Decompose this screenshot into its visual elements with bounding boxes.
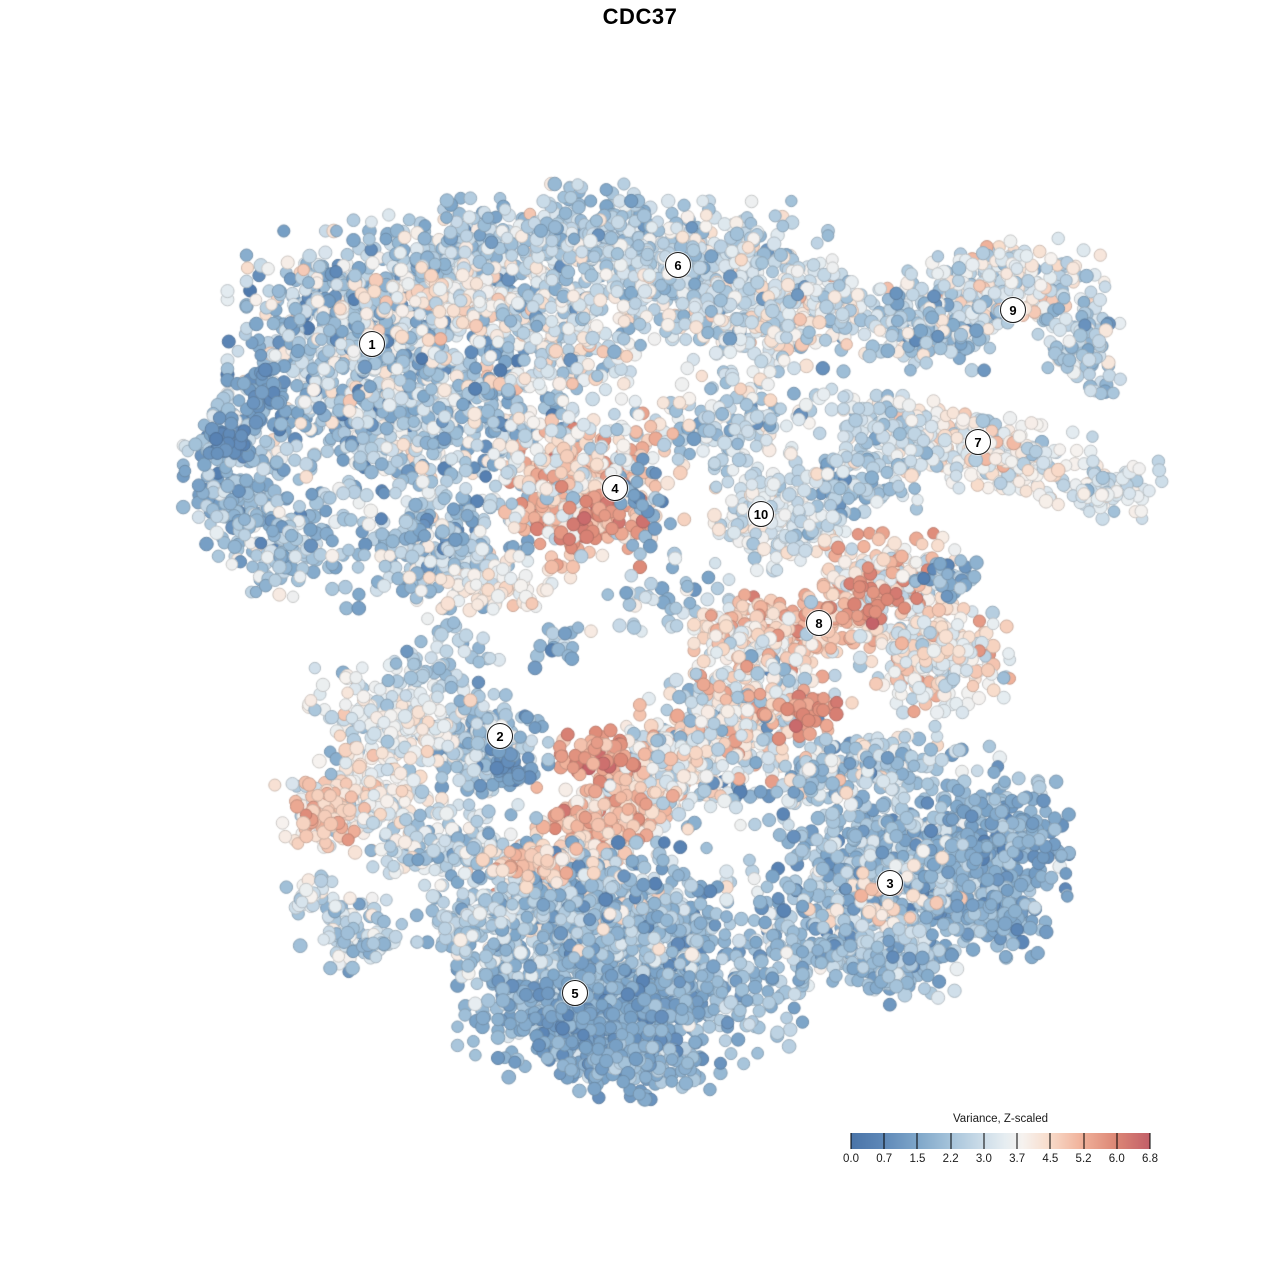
legend-tick-label: 6.0 — [1108, 1153, 1125, 1165]
cluster-label-1: 1 — [359, 331, 385, 357]
legend-tick-mark — [1116, 1133, 1118, 1149]
legend-tick-label: 2.2 — [942, 1153, 959, 1165]
legend-tick-mark — [883, 1133, 885, 1149]
legend-tick-mark — [1049, 1133, 1051, 1149]
legend-tick-label: 3.0 — [975, 1153, 992, 1165]
legend-tick-label: 0.0 — [843, 1153, 859, 1165]
cluster-label-10: 10 — [748, 501, 774, 527]
legend-tick-label: 6.8 — [1142, 1153, 1158, 1165]
legend-tick-label: 0.7 — [876, 1153, 893, 1165]
cluster-label-6: 6 — [665, 252, 691, 278]
legend-tick-mark — [1016, 1133, 1018, 1149]
legend-tick-mark — [983, 1133, 985, 1149]
cluster-label-5: 5 — [562, 980, 588, 1006]
legend-tick-label: 1.5 — [909, 1153, 926, 1165]
legend-title: Variance, Z-scaled — [952, 1113, 1049, 1125]
cluster-label-4: 4 — [602, 475, 628, 501]
legend-tick-mark — [1149, 1133, 1151, 1149]
legend-tick-label: 3.7 — [1009, 1153, 1026, 1165]
colorbar-gradient — [851, 1133, 1150, 1149]
legend-tick-mark — [1083, 1133, 1085, 1149]
colorbar-legend: Variance, Z-scaled 0.0 0.7 1.5 2.2 3.0 3.7 4.5… — [843, 1113, 1158, 1171]
cluster-label-8: 8 — [806, 610, 832, 636]
cluster-label-7: 7 — [965, 429, 991, 455]
legend-tick-mark — [950, 1133, 952, 1149]
legend-tick-label: 4.5 — [1042, 1153, 1059, 1165]
cluster-label-3: 3 — [877, 870, 903, 896]
cluster-label-2: 2 — [487, 723, 513, 749]
legend-tick-label: 5.2 — [1075, 1153, 1092, 1165]
legend-tick-mark — [850, 1133, 852, 1149]
legend-tick-mark — [916, 1133, 918, 1149]
cluster-label-9: 9 — [1000, 297, 1026, 323]
